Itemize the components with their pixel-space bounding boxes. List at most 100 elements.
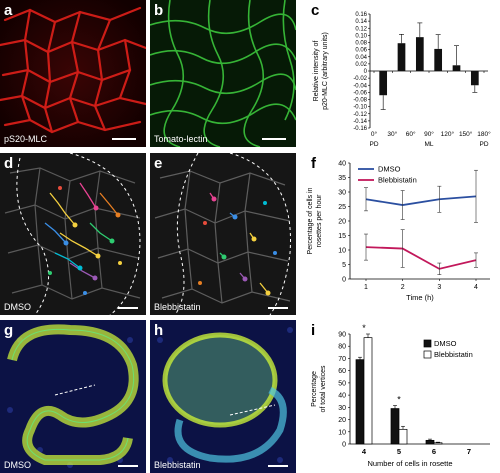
panel-g-label: g [4,322,14,339]
i-y-axis-label: Percentage [311,371,318,407]
c-y-tick-label: -0.12 [353,112,367,118]
panel-d-caption: DMSO [4,302,31,312]
panel-i-label: i [311,322,316,339]
i-legend-label: DMSO [434,339,457,348]
c-bar [452,65,461,71]
c-x-sublabel: PD [479,141,488,148]
f-x-axis-label: Time (h) [406,293,434,302]
f-legend-label: Blebbistatin [378,176,417,185]
panel-e-caption: Blebbistatin [154,302,201,312]
cell-tracks-dmso [0,153,146,315]
i-y-tick-label: 60 [338,368,346,375]
panel-h-label: h [154,322,164,339]
i-legend-swatch [423,350,432,359]
c-y-tick-label: 0 [364,69,368,75]
panel-a-label: a [4,2,13,19]
f-series-line [365,246,477,270]
panel-i-bar-chart: 0 10 20 30 40 50 60 70 80 90 4 5 6 7 Number of cells i… [311,323,490,468]
i-y-tick-label: 70 [338,356,346,363]
panel-g-micrograph: DMSO g [0,320,146,473]
panel-b-scale-bar [262,138,286,140]
f-y-tick-label: 35 [338,175,346,182]
f-y-tick-label: 25 [338,204,346,211]
c-x-tick-label: 0° [371,130,378,138]
c-y-tick-label: -0.10 [353,105,367,111]
panel-h-caption: Blebbistatin [154,460,201,470]
c-x-tick-label: 180° [477,130,491,138]
f-y-tick-label: 0 [342,277,346,284]
c-y-tick-label: 0.08 [355,41,367,47]
f-x-tick-label: 1 [364,284,368,291]
i-y-tick-label: 20 [338,417,346,424]
i-bar [363,337,373,445]
panel-d-micrograph: DMSO d [0,153,146,315]
i-x-tick-label: 7 [467,447,471,456]
c-x-tick-label: 120° [441,130,455,138]
c-y-tick-label: -0.04 [353,83,367,89]
panel-a-scale-bar [112,138,136,140]
f-x-tick-label: 3 [437,284,441,291]
c-y-tick-label: -0.16 [353,126,367,132]
panel-g-scale-bar [118,465,138,467]
panel-c-bar-chart: -0.16-0.14-0.12-0.10-0.08 -0.06-0.04-0.02… [313,12,491,148]
c-y-tick-label: -0.02 [353,76,367,82]
c-x-tick-label: 90° [424,130,434,138]
i-y-tick-label: 10 [338,429,346,436]
panel-h-micrograph: Blebbistatin h [150,320,296,473]
c-bar [379,71,388,96]
i-bar [425,439,435,445]
panel-h-scale-bar [268,465,288,467]
panel-b-caption: Tomato-lectin [154,134,208,144]
i-significance-marker: * [362,323,366,333]
panel-d-label: d [4,155,14,172]
f-y-tick-label: 15 [338,233,346,240]
f-x-tick-label: 4 [474,284,478,291]
c-x-tick-label: 30° [387,130,397,138]
c-y-tick-label: -0.14 [353,119,367,125]
c-y-axis-label: p20-MLC (arbitrary units) [322,32,329,110]
f-y-tick-label: 10 [338,248,346,255]
c-x-sublabel: PD [369,141,378,148]
c-y-tick-label: -0.08 [353,98,367,104]
i-bar [390,408,400,445]
cell-tracks-blebbistatin [150,153,296,315]
panel-c-label: c [311,2,320,19]
i-y-tick-label: 0 [342,442,346,449]
i-y-tick-label: 40 [338,393,346,400]
panel-e-micrograph: Blebbistatin e [150,153,296,315]
c-y-tick-label: -0.06 [353,90,367,96]
f-y-tick-label: 30 [338,190,346,197]
c-bar [434,48,443,71]
i-y-tick-label: 80 [338,344,346,351]
i-y-axis-label: of total vertices [320,365,327,413]
c-y-axis-label: Relative intensity of [313,41,320,102]
f-y-axis-label: rosettes per hour [316,194,323,248]
panel-f-line-chart: 0 5 10 15 20 25 30 35 40 1 2 3 4 Time (h) Percentage o… [307,161,490,302]
c-y-tick-label: 0.16 [355,12,367,18]
c-y-tick-label: 0.10 [355,33,367,39]
i-y-tick-label: 30 [338,405,346,412]
c-x-tick-label: 60° [406,130,416,138]
i-significance-marker: * [397,395,401,405]
c-bar [415,37,424,71]
c-y-tick-label: 0.04 [355,55,367,61]
panel-g-caption: DMSO [4,460,31,470]
epithelium-dmso [0,320,146,473]
red-staining-pattern [0,0,146,147]
panel-a-caption: pS20-MLC [4,134,48,144]
c-x-tick-label: 150° [459,130,473,138]
panel-b-micrograph: Tomato-lectin b [150,0,296,147]
c-y-tick-label: 0.12 [355,26,367,32]
panel-b-label: b [154,2,164,19]
panel-e-scale-bar [268,307,288,309]
i-bar [433,442,443,445]
f-x-tick-label: 2 [401,284,405,291]
c-bar [470,71,479,86]
i-x-tick-label: 5 [397,447,401,456]
panel-f-label: f [311,155,316,172]
panel-d-scale-bar [118,307,138,309]
panel-e-label: e [154,155,163,172]
c-x-sublabel: ML [424,141,433,148]
i-x-tick-label: 4 [362,447,367,456]
i-bar [398,428,408,445]
